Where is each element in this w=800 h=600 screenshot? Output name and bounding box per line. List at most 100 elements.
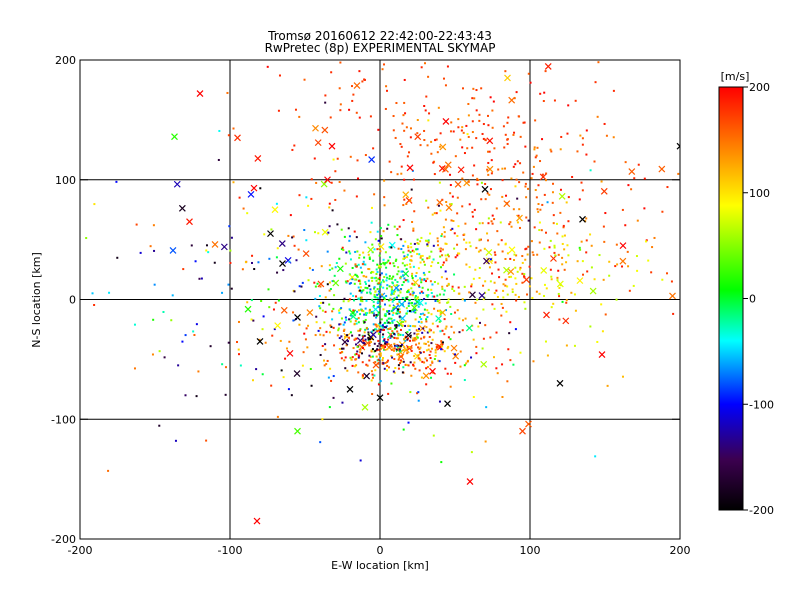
data-point [359, 459, 362, 462]
data-point [342, 329, 345, 332]
data-point [409, 361, 412, 364]
data-point [463, 285, 466, 288]
data-point [505, 194, 508, 197]
data-point [643, 207, 646, 210]
data-point [401, 122, 404, 125]
data-point [396, 289, 399, 292]
data-point [502, 296, 505, 299]
data-point [432, 244, 435, 247]
data-point [602, 225, 605, 228]
data-point [447, 298, 450, 301]
data-point [504, 70, 507, 73]
data-point [337, 309, 340, 312]
data-point [389, 322, 392, 325]
data-point [404, 324, 407, 327]
data-point [550, 150, 553, 153]
data-point [447, 301, 450, 304]
data-point [445, 325, 448, 328]
data-point [579, 248, 582, 251]
data-point [483, 247, 486, 250]
data-point [518, 208, 521, 211]
data-point [230, 287, 233, 290]
data-point [412, 325, 415, 328]
data-point [470, 283, 473, 286]
data-point [345, 251, 348, 254]
data-points [85, 61, 680, 525]
data-point [409, 251, 412, 254]
data-point [332, 396, 335, 399]
data-point [377, 348, 380, 351]
data-point [386, 261, 389, 264]
data-point [361, 361, 364, 364]
data-point [397, 348, 400, 351]
data-point [425, 294, 428, 297]
data-point [553, 244, 556, 247]
data-point-cross [486, 137, 494, 145]
data-point [396, 330, 399, 333]
data-point [416, 297, 419, 300]
data-point [376, 271, 379, 274]
data-point [563, 234, 566, 237]
data-point [527, 219, 530, 222]
data-point [377, 313, 380, 316]
data-point-cross [589, 287, 597, 295]
data-point [476, 177, 479, 180]
data-point [401, 262, 404, 265]
data-point [417, 332, 420, 335]
data-point [407, 245, 410, 248]
data-point [339, 109, 342, 112]
data-point-cross [294, 314, 301, 321]
data-point [290, 394, 293, 397]
data-point [433, 281, 436, 284]
data-point [504, 257, 507, 260]
data-point [393, 347, 396, 350]
data-point [358, 253, 361, 256]
y-tick-label: -100 [51, 413, 76, 426]
data-point [419, 277, 422, 280]
data-point [338, 257, 341, 260]
data-point [402, 257, 405, 260]
data-point [410, 259, 413, 262]
data-point [228, 225, 231, 228]
data-point [237, 348, 240, 351]
data-point [430, 265, 433, 268]
data-point [585, 217, 588, 220]
data-point [523, 301, 526, 304]
data-point [570, 291, 573, 294]
data-point [478, 277, 481, 280]
data-point [513, 131, 516, 134]
data-point [453, 247, 456, 250]
data-point [391, 300, 394, 303]
data-point [385, 85, 388, 88]
data-point [417, 354, 420, 357]
data-point [444, 254, 447, 257]
data-point-cross [286, 349, 294, 357]
data-point [517, 296, 520, 299]
data-point [384, 326, 387, 329]
data-point [427, 206, 430, 209]
data-point [318, 305, 321, 308]
data-point [430, 347, 433, 350]
data-point [407, 246, 410, 249]
data-point [390, 348, 393, 351]
data-point [273, 328, 276, 331]
data-point [515, 254, 518, 257]
data-point [510, 177, 513, 180]
data-point [461, 87, 464, 90]
data-point [139, 251, 142, 254]
data-point [368, 268, 371, 271]
data-point [356, 275, 359, 278]
data-point [373, 293, 376, 296]
data-point [565, 301, 568, 304]
data-point [162, 310, 165, 313]
data-point [408, 310, 411, 313]
data-point-cross [302, 250, 310, 258]
data-point [400, 322, 403, 325]
data-point [546, 354, 549, 357]
data-point [480, 198, 483, 201]
data-point [531, 251, 534, 254]
data-point [440, 276, 443, 279]
data-point [491, 303, 494, 306]
data-point [451, 227, 454, 230]
data-point [330, 181, 333, 184]
